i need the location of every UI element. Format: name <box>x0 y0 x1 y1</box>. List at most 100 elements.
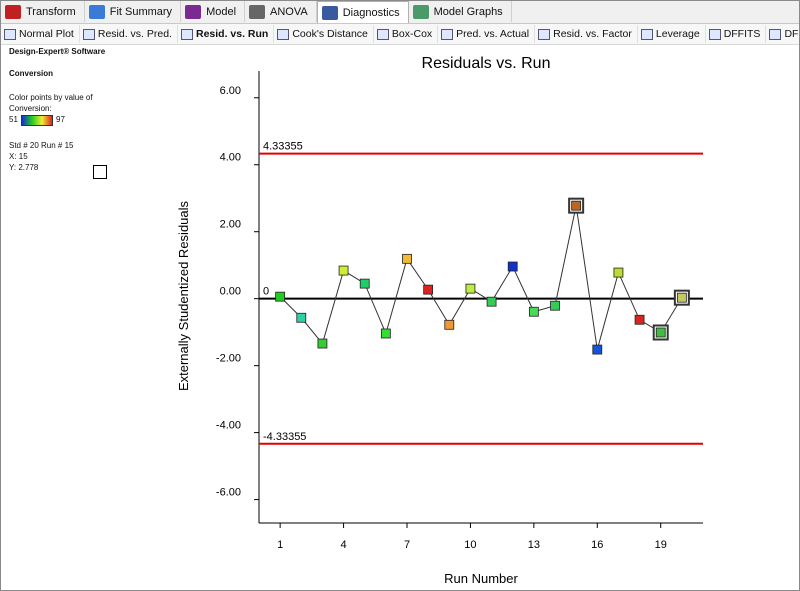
tool-label: Normal Plot <box>19 28 74 40</box>
tab-icon <box>5 4 21 19</box>
tab-label: Model <box>206 5 237 18</box>
point <box>465 283 476 294</box>
tab-label: Fit Summary <box>109 5 173 18</box>
y-tick-label: 6.00 <box>220 85 241 97</box>
tool-button[interactable]: Pred. vs. Actual <box>438 25 536 43</box>
highlight-box <box>673 289 690 306</box>
tool-icon <box>769 28 782 40</box>
point <box>423 284 434 295</box>
tool-label: Resid. vs. Run <box>195 28 269 40</box>
tool-button[interactable]: Resid. vs. Factor <box>535 25 638 43</box>
tool-icon <box>640 28 653 40</box>
y-tick-label: -4.00 <box>216 420 241 432</box>
reference-label: 4.33355 <box>263 141 303 153</box>
tool-icon <box>82 28 95 40</box>
point <box>275 291 286 302</box>
sel-x: X: 15 <box>9 152 28 161</box>
response: Conversion <box>9 69 54 78</box>
highlight-box <box>568 197 585 214</box>
tab-icon <box>249 4 266 19</box>
point <box>676 292 687 303</box>
chart-title: Residuals vs. Run <box>422 55 551 72</box>
y-tick-label: 2.00 <box>220 219 241 231</box>
tool-button[interactable]: Box-Cox <box>374 25 439 43</box>
tool-icon <box>180 28 193 40</box>
tab-icon <box>88 4 105 19</box>
tab-icon <box>412 4 429 19</box>
tab-label: Transform <box>26 5 76 18</box>
sel-y: Y: 2.778 <box>9 163 39 172</box>
tab[interactable]: Fit Summary <box>85 1 182 22</box>
tool-button[interactable]: Resid. vs. Pred. <box>80 25 178 43</box>
reference-label: -4.33355 <box>263 431 306 443</box>
tab[interactable]: Model Graphs <box>409 1 512 22</box>
x-tick-label: 7 <box>404 539 410 551</box>
point <box>486 296 497 307</box>
selection: Std # 20 Run # 15 <box>9 141 74 150</box>
x-tick-label: 19 <box>655 539 667 551</box>
tab-label: Diagnostics <box>342 6 400 19</box>
tool-label: DFBETAS <box>784 28 799 40</box>
tab[interactable]: Model <box>181 1 246 22</box>
tool-icon <box>376 28 389 40</box>
color-min: 51 <box>9 115 18 124</box>
tool-label: Resid. vs. Factor <box>553 28 632 40</box>
x-tick-label: 13 <box>528 539 540 551</box>
x-tick-label: 1 <box>277 539 283 551</box>
reference-label: 0 <box>263 286 269 298</box>
point <box>359 278 370 289</box>
tool-label: Leverage <box>655 28 700 40</box>
residual-line <box>279 205 683 350</box>
y-axis-label: Externally Studentized Residuals <box>176 200 191 391</box>
plot-frame <box>259 71 703 523</box>
tool-icon <box>538 28 551 40</box>
tool-icon <box>708 28 721 40</box>
point <box>444 319 455 330</box>
color-max: 97 <box>56 115 65 124</box>
x-axis-label: Run Number <box>444 571 518 586</box>
tool-button[interactable]: Leverage <box>638 25 706 43</box>
point <box>592 344 603 355</box>
point <box>507 261 518 272</box>
point <box>613 267 624 278</box>
tool-button[interactable]: Cook's Distance <box>274 25 374 43</box>
x-tick-label: 4 <box>341 539 347 551</box>
tool-icon <box>441 28 454 40</box>
tool-label: Cook's Distance <box>292 28 368 40</box>
point <box>550 300 560 311</box>
tool-button[interactable]: Resid. vs. Run <box>178 25 275 43</box>
tool-label: DFFITS <box>723 28 761 40</box>
point <box>317 338 328 349</box>
y-tick-label: -2.00 <box>216 353 241 365</box>
x-tick-label: 16 <box>591 539 603 551</box>
tab[interactable]: Transform <box>1 1 85 22</box>
point <box>402 253 412 264</box>
y-tick-label: 0.00 <box>220 286 241 298</box>
point <box>380 328 391 339</box>
point <box>634 314 645 325</box>
color-note: Color points by value of <box>9 93 93 102</box>
tool-icon <box>277 28 290 40</box>
color-scale <box>21 115 53 126</box>
x-tick-label: 10 <box>464 539 476 551</box>
tab-label: ANOVA <box>270 5 308 18</box>
point <box>528 306 539 317</box>
tool-button[interactable]: DFBETAS <box>766 25 799 43</box>
highlight-box <box>652 324 669 341</box>
software: Design-Expert® Software <box>9 47 106 56</box>
tool-label: Box-Cox <box>391 28 433 40</box>
y-tick-label: -6.00 <box>216 487 241 499</box>
popout-button[interactable] <box>93 165 107 179</box>
tool-button[interactable]: DFFITS <box>706 25 767 43</box>
tab-icon <box>185 4 202 19</box>
color-var: Conversion: <box>9 104 52 113</box>
toolbar: Normal Plot Resid. vs. Pred. Resid. vs. Ru… <box>1 24 799 45</box>
tab-bar: Transform Fit Summary Model ANOVA Diagnostic… <box>1 1 799 24</box>
tab[interactable]: ANOVA <box>245 1 317 22</box>
point <box>296 312 307 323</box>
tool-button[interactable]: Normal Plot <box>1 25 80 43</box>
point <box>571 200 582 211</box>
tab[interactable]: Diagnostics <box>316 1 409 23</box>
